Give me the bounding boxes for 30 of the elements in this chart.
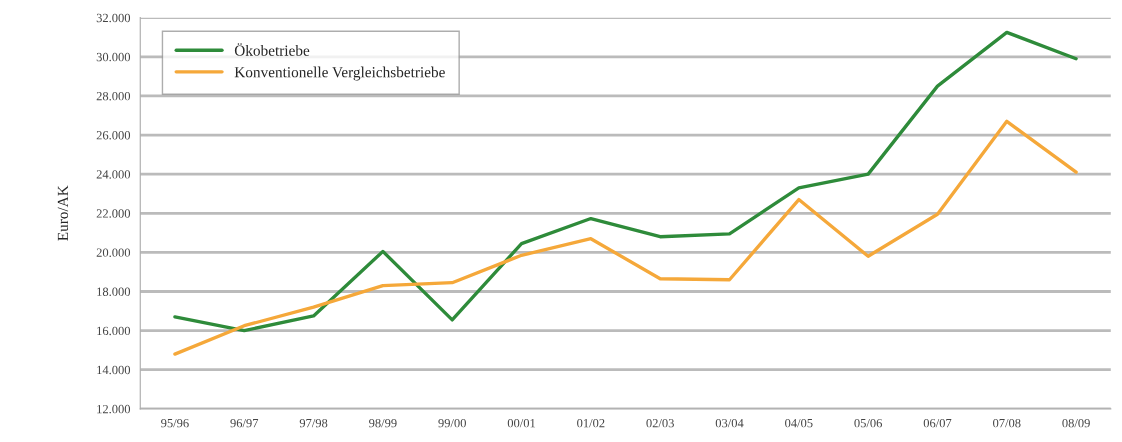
y-tick-label: 12.000 [97,404,131,414]
y-tick-label: 30.000 [96,52,131,62]
y-tick-label: 18.000 [97,287,131,297]
x-tick-label: 03/04 [715,418,744,428]
y-tick-label: 26.000 [96,131,131,140]
x-tick-label: 95/96 [161,418,189,428]
legend-label: Ökobetriebe [234,43,310,56]
x-tick-label: 02/03 [646,418,674,428]
x-tick-label: 08/09 [1062,418,1090,428]
x-tick-label: 07/08 [993,418,1021,428]
y-axis-title: Euro/AK [57,185,69,241]
y-tick-label: 16.000 [97,326,131,336]
legend-label: Konventionelle Vergleichsbetriebe [234,66,445,81]
y-tick-label: 24.000 [96,170,131,179]
x-tick-label: 05/06 [854,418,883,428]
x-tick-label: 96/97 [230,418,259,428]
y-tick-label: 14.000 [97,365,131,375]
y-tick-label: 20.000 [96,248,131,257]
y-tick-label: 32.000 [96,13,131,23]
x-tick-label: 00/01 [507,418,536,428]
x-tick-label: 01/02 [577,418,605,428]
x-tick-label: 04/05 [785,418,813,428]
y-tick-label: 28.000 [96,91,131,101]
x-tick-label: 06/07 [923,418,952,428]
x-tick-label: 98/99 [369,418,397,428]
y-tick-label: 22.000 [96,209,131,218]
line-series [173,30,1078,333]
line-series [173,119,1078,356]
x-tick-label: 97/98 [299,418,328,428]
x-tick-label: 99/00 [438,418,466,428]
